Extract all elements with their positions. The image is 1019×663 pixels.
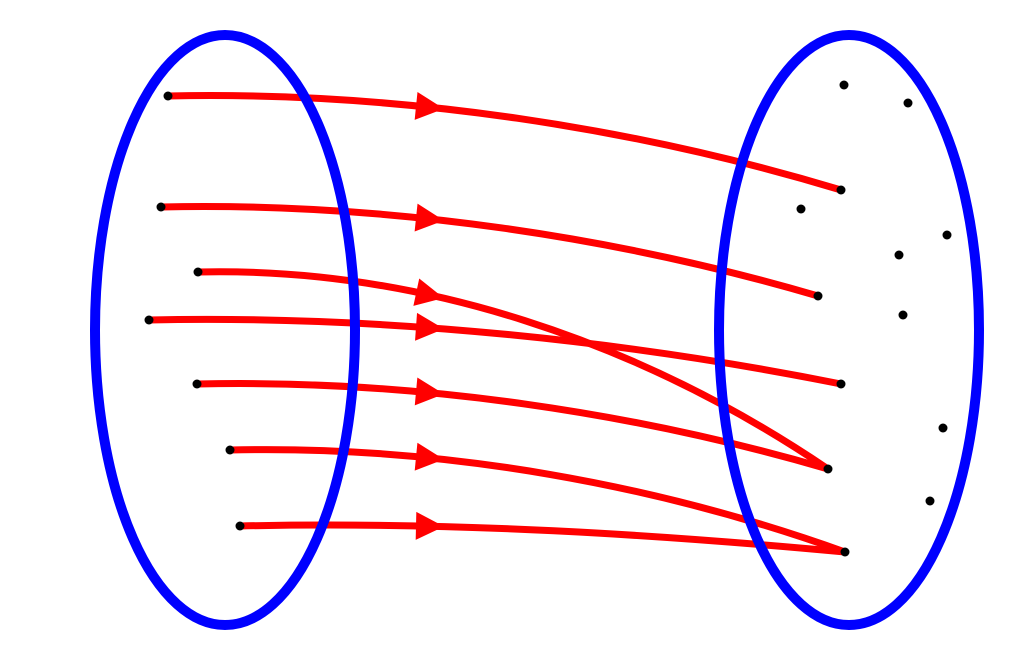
mapping-arrowhead-6: [416, 512, 444, 540]
codomain-extra-point-2: [797, 205, 806, 214]
codomain-extra-point-7: [926, 497, 935, 506]
domain-point-1: [157, 203, 166, 212]
codomain-target-point-1: [814, 292, 823, 301]
codomain-points-group: [797, 81, 952, 557]
codomain-extra-point-0: [840, 81, 849, 90]
domain-point-2: [194, 268, 203, 277]
domain-point-4: [193, 380, 202, 389]
codomain-target-point-4: [841, 548, 850, 557]
codomain-extra-point-4: [943, 231, 952, 240]
mapping-arrow-2: [198, 272, 828, 469]
codomain-target-point-3: [824, 465, 833, 474]
domain-points-group: [145, 92, 245, 531]
mapping-diagram: [0, 0, 1019, 663]
codomain-target-point-2: [837, 380, 846, 389]
left-set-ellipse: [95, 35, 355, 625]
codomain-extra-point-5: [899, 311, 908, 320]
mapping-arrowhead-5: [415, 443, 444, 471]
mapping-arrow-3: [149, 319, 841, 384]
codomain-extra-point-6: [939, 424, 948, 433]
domain-point-5: [226, 446, 235, 455]
domain-point-3: [145, 316, 154, 325]
right-set-ellipse: [719, 35, 979, 625]
codomain-extra-point-1: [904, 99, 913, 108]
codomain-extra-point-3: [895, 251, 904, 260]
domain-point-6: [236, 522, 245, 531]
mapping-arrowhead-2: [413, 278, 443, 305]
domain-point-0: [164, 92, 173, 101]
mapping-arrowhead-4: [415, 378, 444, 406]
mapping-arrowhead-3: [415, 313, 444, 341]
codomain-target-point-0: [837, 186, 846, 195]
